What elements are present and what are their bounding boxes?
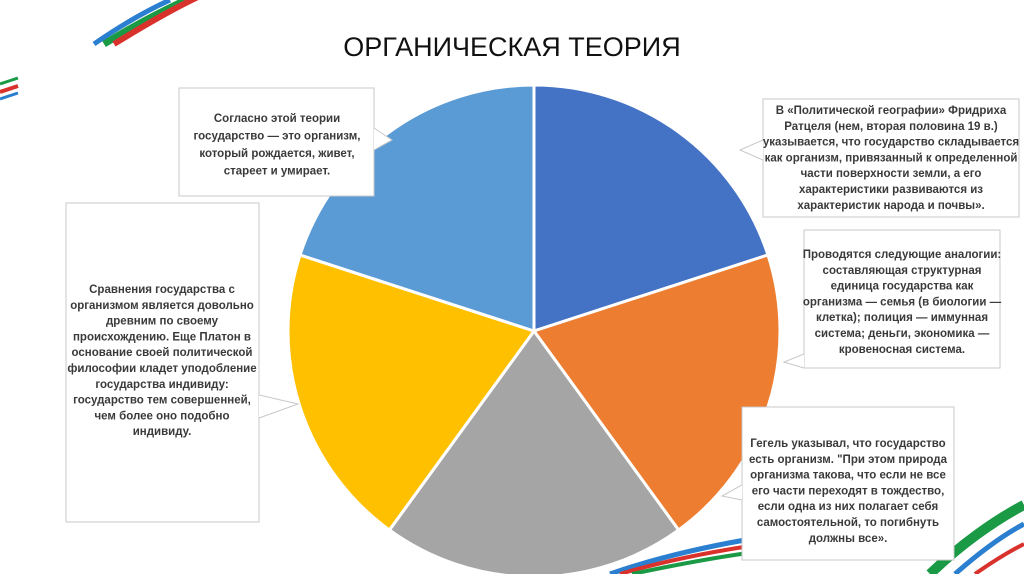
- callout-line: который рождается, живет,: [199, 148, 354, 160]
- pie-slice-gray: [387, 328, 681, 574]
- callout-pointer: [782, 340, 805, 369]
- callout-top-right: В «Политической географии» Фридриха Ратце…: [738, 98, 1020, 218]
- callout-line: Согласно этой теории: [214, 113, 340, 125]
- callout-line: указывается, что государство складываетс…: [763, 137, 1019, 149]
- callout-line: система; деньги, экономика —: [815, 328, 990, 340]
- callout-line: чем более оно подобно: [94, 410, 229, 422]
- callout-pointer: [373, 110, 393, 196]
- callout-line: государство тем совершенней,: [73, 395, 251, 407]
- callout-line: древним по своему: [106, 316, 219, 328]
- pie-slice-yellow: [286, 253, 537, 533]
- callout-line: В «Политической географии» Фридриха: [776, 105, 1007, 117]
- callout-text: Проводятся следующие аналогии: составляющ…: [803, 249, 1002, 356]
- callout-line: клетка); полиция — иммунная: [816, 312, 988, 324]
- callout-line: организмом является довольно: [70, 300, 254, 312]
- pie-slice-lightblue: [298, 83, 536, 334]
- callout-box: [65, 202, 260, 523]
- page-title: ОРГАНИЧЕСКАЯ ТЕОРИЯ: [343, 32, 681, 62]
- callout-box: [762, 98, 1020, 218]
- callout-line: должны все».: [809, 533, 888, 545]
- callout-text: Согласно этой теории государство — это ор…: [194, 113, 361, 178]
- callout-line: если одна из них полагает себя: [758, 501, 938, 513]
- callout-bottom-right: Гегель указывал, что государство есть орг…: [720, 406, 955, 561]
- callout-box: [178, 87, 375, 197]
- callout-pointer: [258, 203, 300, 522]
- callout-line: Сравнения государства с: [89, 284, 235, 296]
- callout-line: как организм, привязанный к определенной: [765, 152, 1018, 164]
- callout-line: составляющая структурная: [823, 265, 982, 277]
- callout-line: государства индивиду:: [95, 379, 228, 391]
- callout-line: организма такова, что если не все: [750, 470, 946, 482]
- callout-line: происхождению. Еще Платон в: [73, 331, 251, 343]
- callout-line: характеристики развиваются из: [799, 184, 983, 196]
- pie-slice-blue: [532, 83, 770, 334]
- callout-right: Проводятся следующие аналогии: составляющ…: [782, 229, 1002, 369]
- callout-box: [803, 229, 1001, 369]
- callout-pointer: [738, 120, 764, 217]
- callout-line: государство — это организм,: [194, 131, 361, 143]
- callout-text: В «Политической географии» Фридриха Ратце…: [763, 105, 1019, 212]
- callout-line: Гегель указывал, что государство: [750, 438, 945, 450]
- callout-left: Сравнения государства с организмом являет…: [65, 202, 300, 523]
- callout-line: основание своей политической: [72, 347, 253, 359]
- callout-text: Сравнения государства с организмом являет…: [67, 284, 256, 438]
- callout-line: Проводятся следующие аналогии:: [803, 249, 1002, 261]
- callout-line: единица государства как: [831, 281, 974, 293]
- callout-line: философии кладет уподобление: [67, 363, 256, 375]
- callout-box: [741, 406, 955, 561]
- callout-line: стареет и умирает.: [224, 166, 330, 178]
- callout-line: индивиду.: [133, 426, 192, 438]
- callout-line: его части переходят в тождество,: [752, 485, 945, 497]
- callout-top-left: Согласно этой теории государство — это ор…: [178, 87, 393, 197]
- callout-line: самостоятельной, то погибнуть: [757, 517, 939, 529]
- callout-text: Гегель указывал, что государство есть орг…: [749, 438, 948, 545]
- callout-line: характеристик народа и почвы».: [797, 200, 984, 212]
- callout-line: есть организм. "При этом природа: [749, 454, 948, 466]
- callout-pointer: [720, 470, 743, 501]
- callout-line: части поверхности земли, а его: [801, 168, 982, 180]
- callout-line: организма — семья (в биологии —: [803, 296, 1002, 308]
- callout-line: Ратцеля (нем, вторая половина 19 в.): [784, 121, 998, 133]
- callout-line: кровеносная система.: [839, 344, 965, 356]
